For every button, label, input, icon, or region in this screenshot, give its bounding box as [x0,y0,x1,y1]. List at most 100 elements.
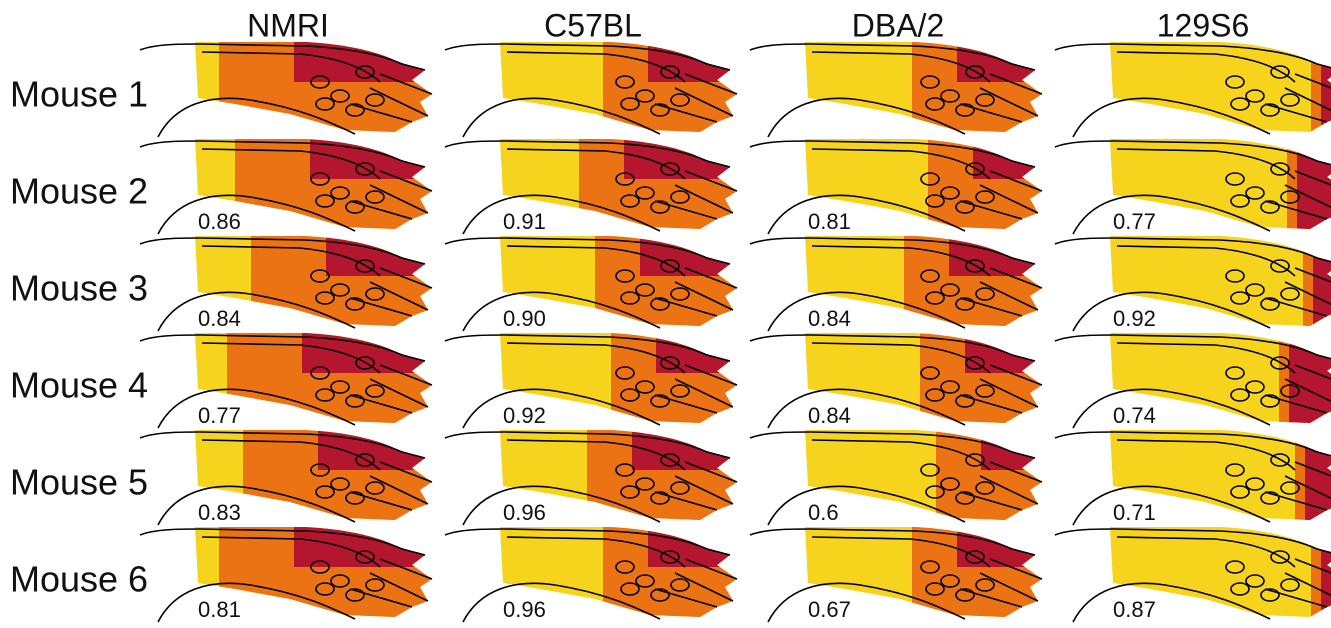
outline [1116,439,1296,471]
pad [1260,200,1280,214]
outline [1072,97,1271,138]
outline [462,291,661,332]
pad [355,453,375,467]
paw-map: 0.87 [1054,527,1331,623]
outline [444,528,738,608]
pad [315,97,335,111]
outline [1054,334,1331,414]
pad [615,269,635,283]
outline [157,388,356,429]
outline [1116,148,1296,180]
outline [811,51,991,83]
pad [330,477,350,491]
pad [310,366,330,380]
pad [1230,582,1250,596]
heat-regions [1110,42,1331,132]
outline [749,237,1043,317]
pad [670,93,690,107]
outline [1116,51,1296,83]
pad [1260,297,1280,311]
pad [615,560,635,574]
pad [1270,65,1290,79]
outline [157,97,356,138]
pad [1245,186,1265,200]
pad [355,259,375,273]
outline [767,388,966,429]
outline [139,431,433,511]
pad [660,162,680,176]
pad [1280,93,1300,107]
pad [1280,481,1300,495]
pad [315,291,335,305]
pad [1280,384,1300,398]
pad [1230,291,1250,305]
score: 0.77 [198,403,241,428]
outline [444,334,738,414]
pad [670,578,690,592]
pad [1260,103,1280,117]
outline [444,237,738,317]
heat-regions [1110,333,1331,423]
outline [1072,194,1271,235]
outline [506,342,686,374]
paw-map: 0.92 [1054,236,1331,332]
outline [462,388,661,429]
pad [620,97,640,111]
outline [506,245,686,277]
score: 0.87 [1113,597,1156,622]
outline [1054,43,1331,123]
pad [1280,287,1300,301]
pad [920,172,940,186]
pad [635,574,655,588]
outline [506,51,686,83]
outline [157,291,356,332]
pad [1260,588,1280,602]
pad [965,356,985,370]
pad [345,200,365,214]
pad [925,97,945,111]
pad [920,75,940,89]
outline [139,43,433,123]
heat-regions [1110,527,1331,617]
pad [330,89,350,103]
outline [201,148,381,180]
pad [1225,269,1245,283]
pad [1230,388,1250,402]
pad [650,297,670,311]
pad [635,477,655,491]
pad [975,93,995,107]
pad [635,89,655,103]
outline [157,582,356,623]
outline [811,536,991,568]
pad [920,366,940,380]
pad [1260,491,1280,505]
pad [615,172,635,186]
pad [940,283,960,297]
pad [975,384,995,398]
pad [1245,89,1265,103]
outline [462,194,661,235]
score: 0.96 [503,597,546,622]
region-high [1305,430,1331,520]
pad [955,297,975,311]
score: 0.92 [1113,306,1156,331]
pad [355,162,375,176]
outline [139,528,433,608]
score: 0.83 [198,500,241,525]
pad [365,481,385,495]
pad [975,190,995,204]
pad [965,162,985,176]
pad [1260,394,1280,408]
pad [1245,574,1265,588]
outline [1116,536,1296,568]
outline [201,342,381,374]
pad [925,291,945,305]
pad [365,578,385,592]
pad [1270,259,1290,273]
region-high [1321,527,1331,617]
paw-map [1054,42,1331,138]
score: 0.90 [503,306,546,331]
pad [315,582,335,596]
outline [444,43,738,123]
outline [767,97,966,138]
